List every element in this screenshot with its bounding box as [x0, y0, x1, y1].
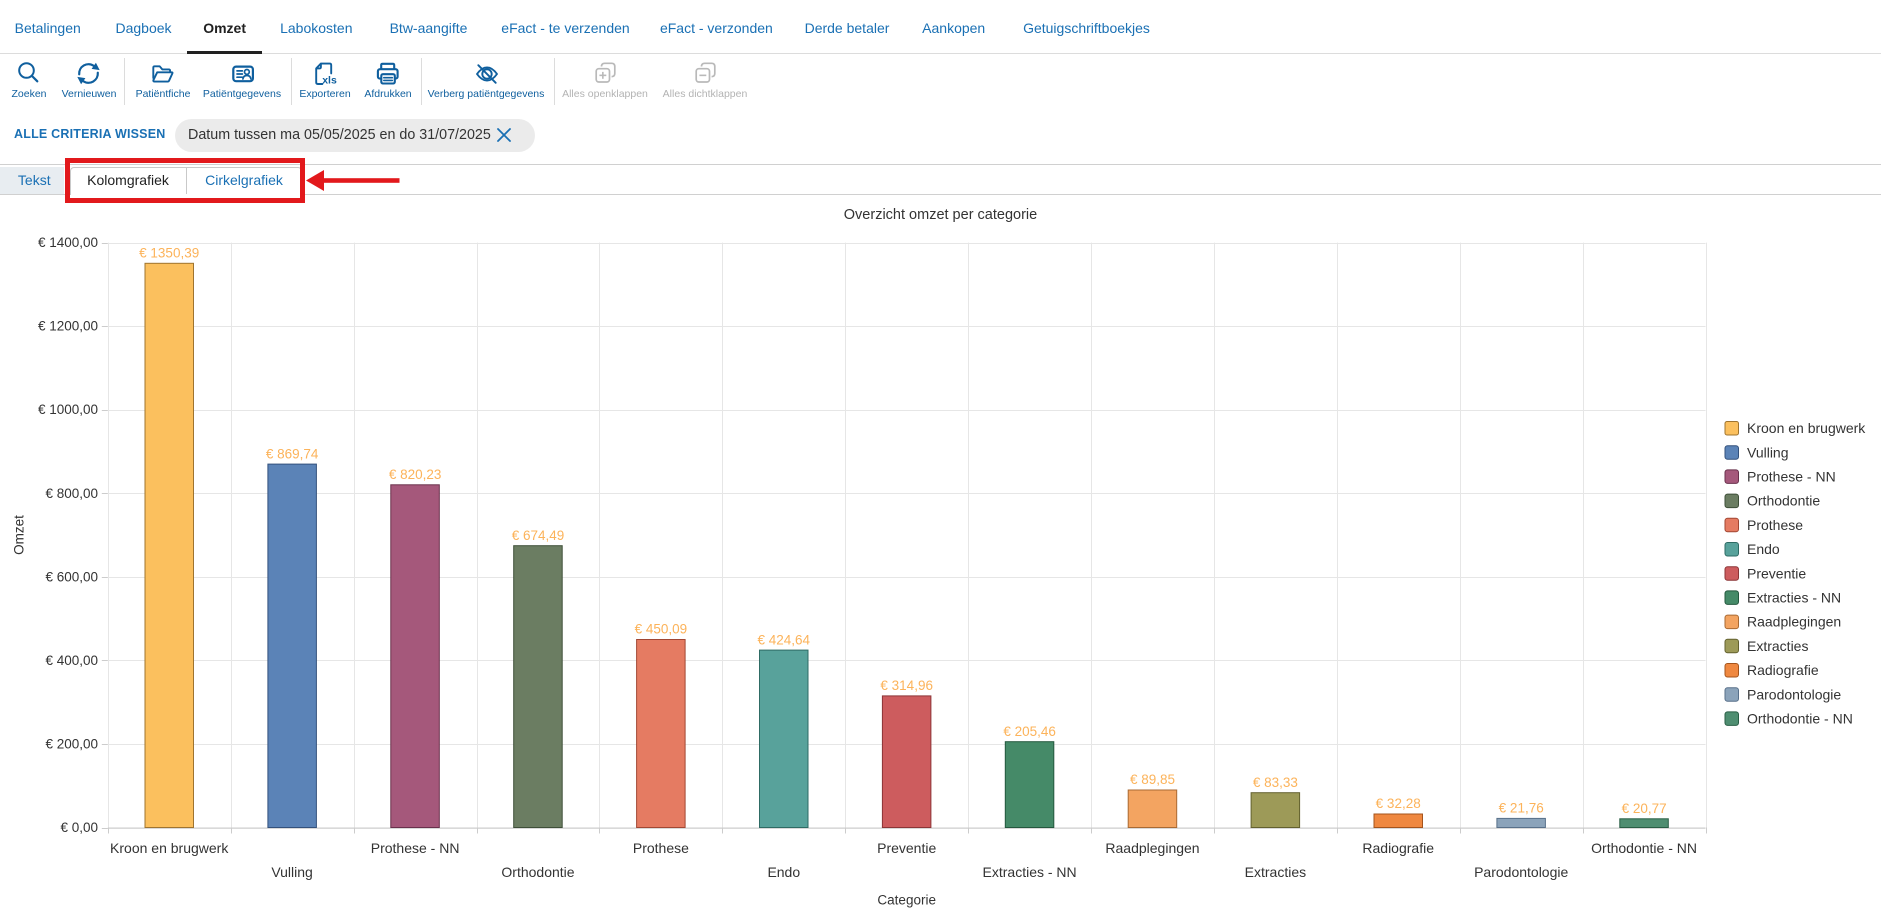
- svg-text:Prothese - NN: Prothese - NN: [371, 840, 460, 856]
- svg-text:Orthodontie - NN: Orthodontie - NN: [1747, 711, 1853, 727]
- svg-text:€ 450,09: € 450,09: [635, 622, 688, 637]
- svg-text:€ 32,28: € 32,28: [1376, 796, 1421, 811]
- svg-text:€ 400,00: € 400,00: [45, 653, 98, 668]
- svg-text:€ 1350,39: € 1350,39: [139, 246, 199, 261]
- svg-text:€ 820,23: € 820,23: [389, 467, 442, 482]
- svg-text:€ 314,96: € 314,96: [880, 678, 933, 693]
- svg-text:Preventie: Preventie: [1747, 565, 1806, 581]
- svg-text:Extracties: Extracties: [1747, 638, 1808, 654]
- svg-text:€ 1200,00: € 1200,00: [38, 319, 98, 334]
- svg-text:Orthodontie: Orthodontie: [1747, 493, 1820, 509]
- svg-text:Kroon en brugwerk: Kroon en brugwerk: [1747, 420, 1866, 436]
- svg-text:Prothese - NN: Prothese - NN: [1747, 469, 1836, 485]
- svg-text:Vulling: Vulling: [271, 864, 313, 880]
- svg-text:€ 424,64: € 424,64: [758, 632, 811, 647]
- svg-text:€ 205,46: € 205,46: [1003, 724, 1056, 739]
- svg-text:€ 800,00: € 800,00: [45, 486, 98, 501]
- svg-text:Extracties: Extracties: [1245, 864, 1306, 880]
- svg-text:€ 674,49: € 674,49: [512, 528, 565, 543]
- svg-text:€ 200,00: € 200,00: [45, 736, 98, 751]
- svg-text:Orthodontie: Orthodontie: [501, 864, 574, 880]
- svg-text:Vulling: Vulling: [1747, 444, 1789, 460]
- svg-text:Kroon en brugwerk: Kroon en brugwerk: [110, 840, 229, 856]
- svg-text:xls: xls: [322, 75, 337, 87]
- svg-text:Radiografie: Radiografie: [1747, 662, 1819, 678]
- svg-text:Extracties - NN: Extracties - NN: [1747, 590, 1841, 606]
- svg-text:€ 869,74: € 869,74: [266, 446, 319, 461]
- svg-text:€ 0,00: € 0,00: [60, 820, 98, 835]
- svg-text:€ 83,33: € 83,33: [1253, 775, 1298, 790]
- svg-text:Raadplegingen: Raadplegingen: [1105, 840, 1199, 856]
- svg-text:€ 20,77: € 20,77: [1622, 801, 1667, 816]
- svg-text:€ 1000,00: € 1000,00: [38, 402, 98, 417]
- svg-text:€ 600,00: € 600,00: [45, 569, 98, 584]
- svg-text:Parodontologie: Parodontologie: [1747, 686, 1841, 702]
- svg-text:€ 89,85: € 89,85: [1130, 772, 1175, 787]
- svg-text:Extracties - NN: Extracties - NN: [983, 864, 1077, 880]
- svg-text:Overzicht omzet per categorie: Overzicht omzet per categorie: [844, 207, 1037, 223]
- svg-text:Categorie: Categorie: [877, 893, 936, 908]
- svg-text:Prothese: Prothese: [1747, 517, 1803, 533]
- svg-text:Preventie: Preventie: [877, 840, 936, 856]
- svg-text:Endo: Endo: [767, 864, 800, 880]
- svg-text:Orthodontie - NN: Orthodontie - NN: [1591, 840, 1697, 856]
- svg-text:Parodontologie: Parodontologie: [1474, 864, 1568, 880]
- svg-text:Radiografie: Radiografie: [1362, 840, 1434, 856]
- svg-text:Raadplegingen: Raadplegingen: [1747, 614, 1841, 630]
- svg-text:Endo: Endo: [1747, 541, 1780, 557]
- svg-text:€ 21,76: € 21,76: [1499, 801, 1544, 816]
- svg-text:€ 1400,00: € 1400,00: [38, 235, 98, 250]
- svg-text:Prothese: Prothese: [633, 840, 689, 856]
- svg-text:Omzet: Omzet: [12, 515, 27, 555]
